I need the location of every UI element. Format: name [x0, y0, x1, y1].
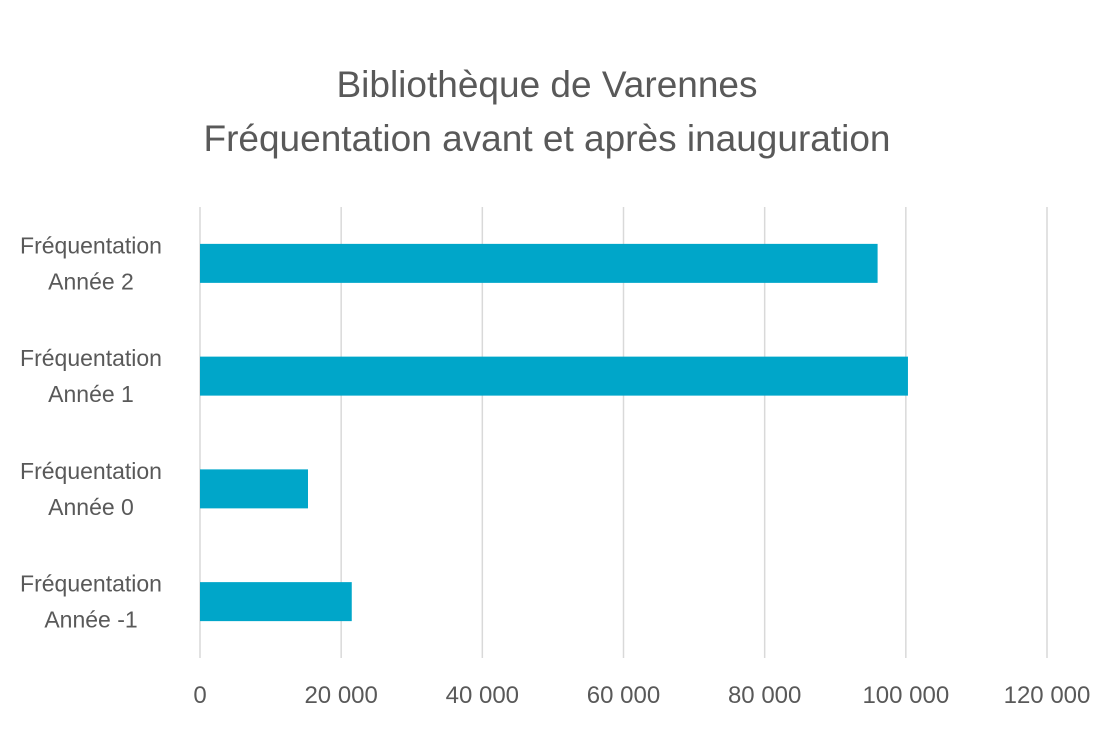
x-tick-label: 80 000 — [728, 682, 801, 709]
x-tick-label: 100 000 — [862, 682, 949, 709]
chart-subtitle: Fréquentation avant et après inauguratio… — [203, 118, 891, 159]
category-label: Fréquentation Année 2 — [20, 232, 162, 294]
x-tick-label: 60 000 — [587, 682, 660, 709]
category-label: Fréquentation Année 1 — [20, 345, 162, 407]
x-tick-label: 120 000 — [1004, 682, 1091, 709]
bar — [200, 582, 352, 622]
bar — [200, 243, 878, 283]
category-label: Fréquentation Année -1 — [20, 571, 162, 633]
x-tick-label: 0 — [193, 682, 206, 709]
chart-title: Bibliothèque de Varennes — [336, 64, 758, 105]
bar — [200, 356, 908, 396]
x-tick-label: 20 000 — [304, 682, 377, 709]
category-label: Fréquentation Année 0 — [20, 458, 162, 520]
bar — [200, 469, 308, 509]
x-tick-label: 40 000 — [446, 682, 519, 709]
